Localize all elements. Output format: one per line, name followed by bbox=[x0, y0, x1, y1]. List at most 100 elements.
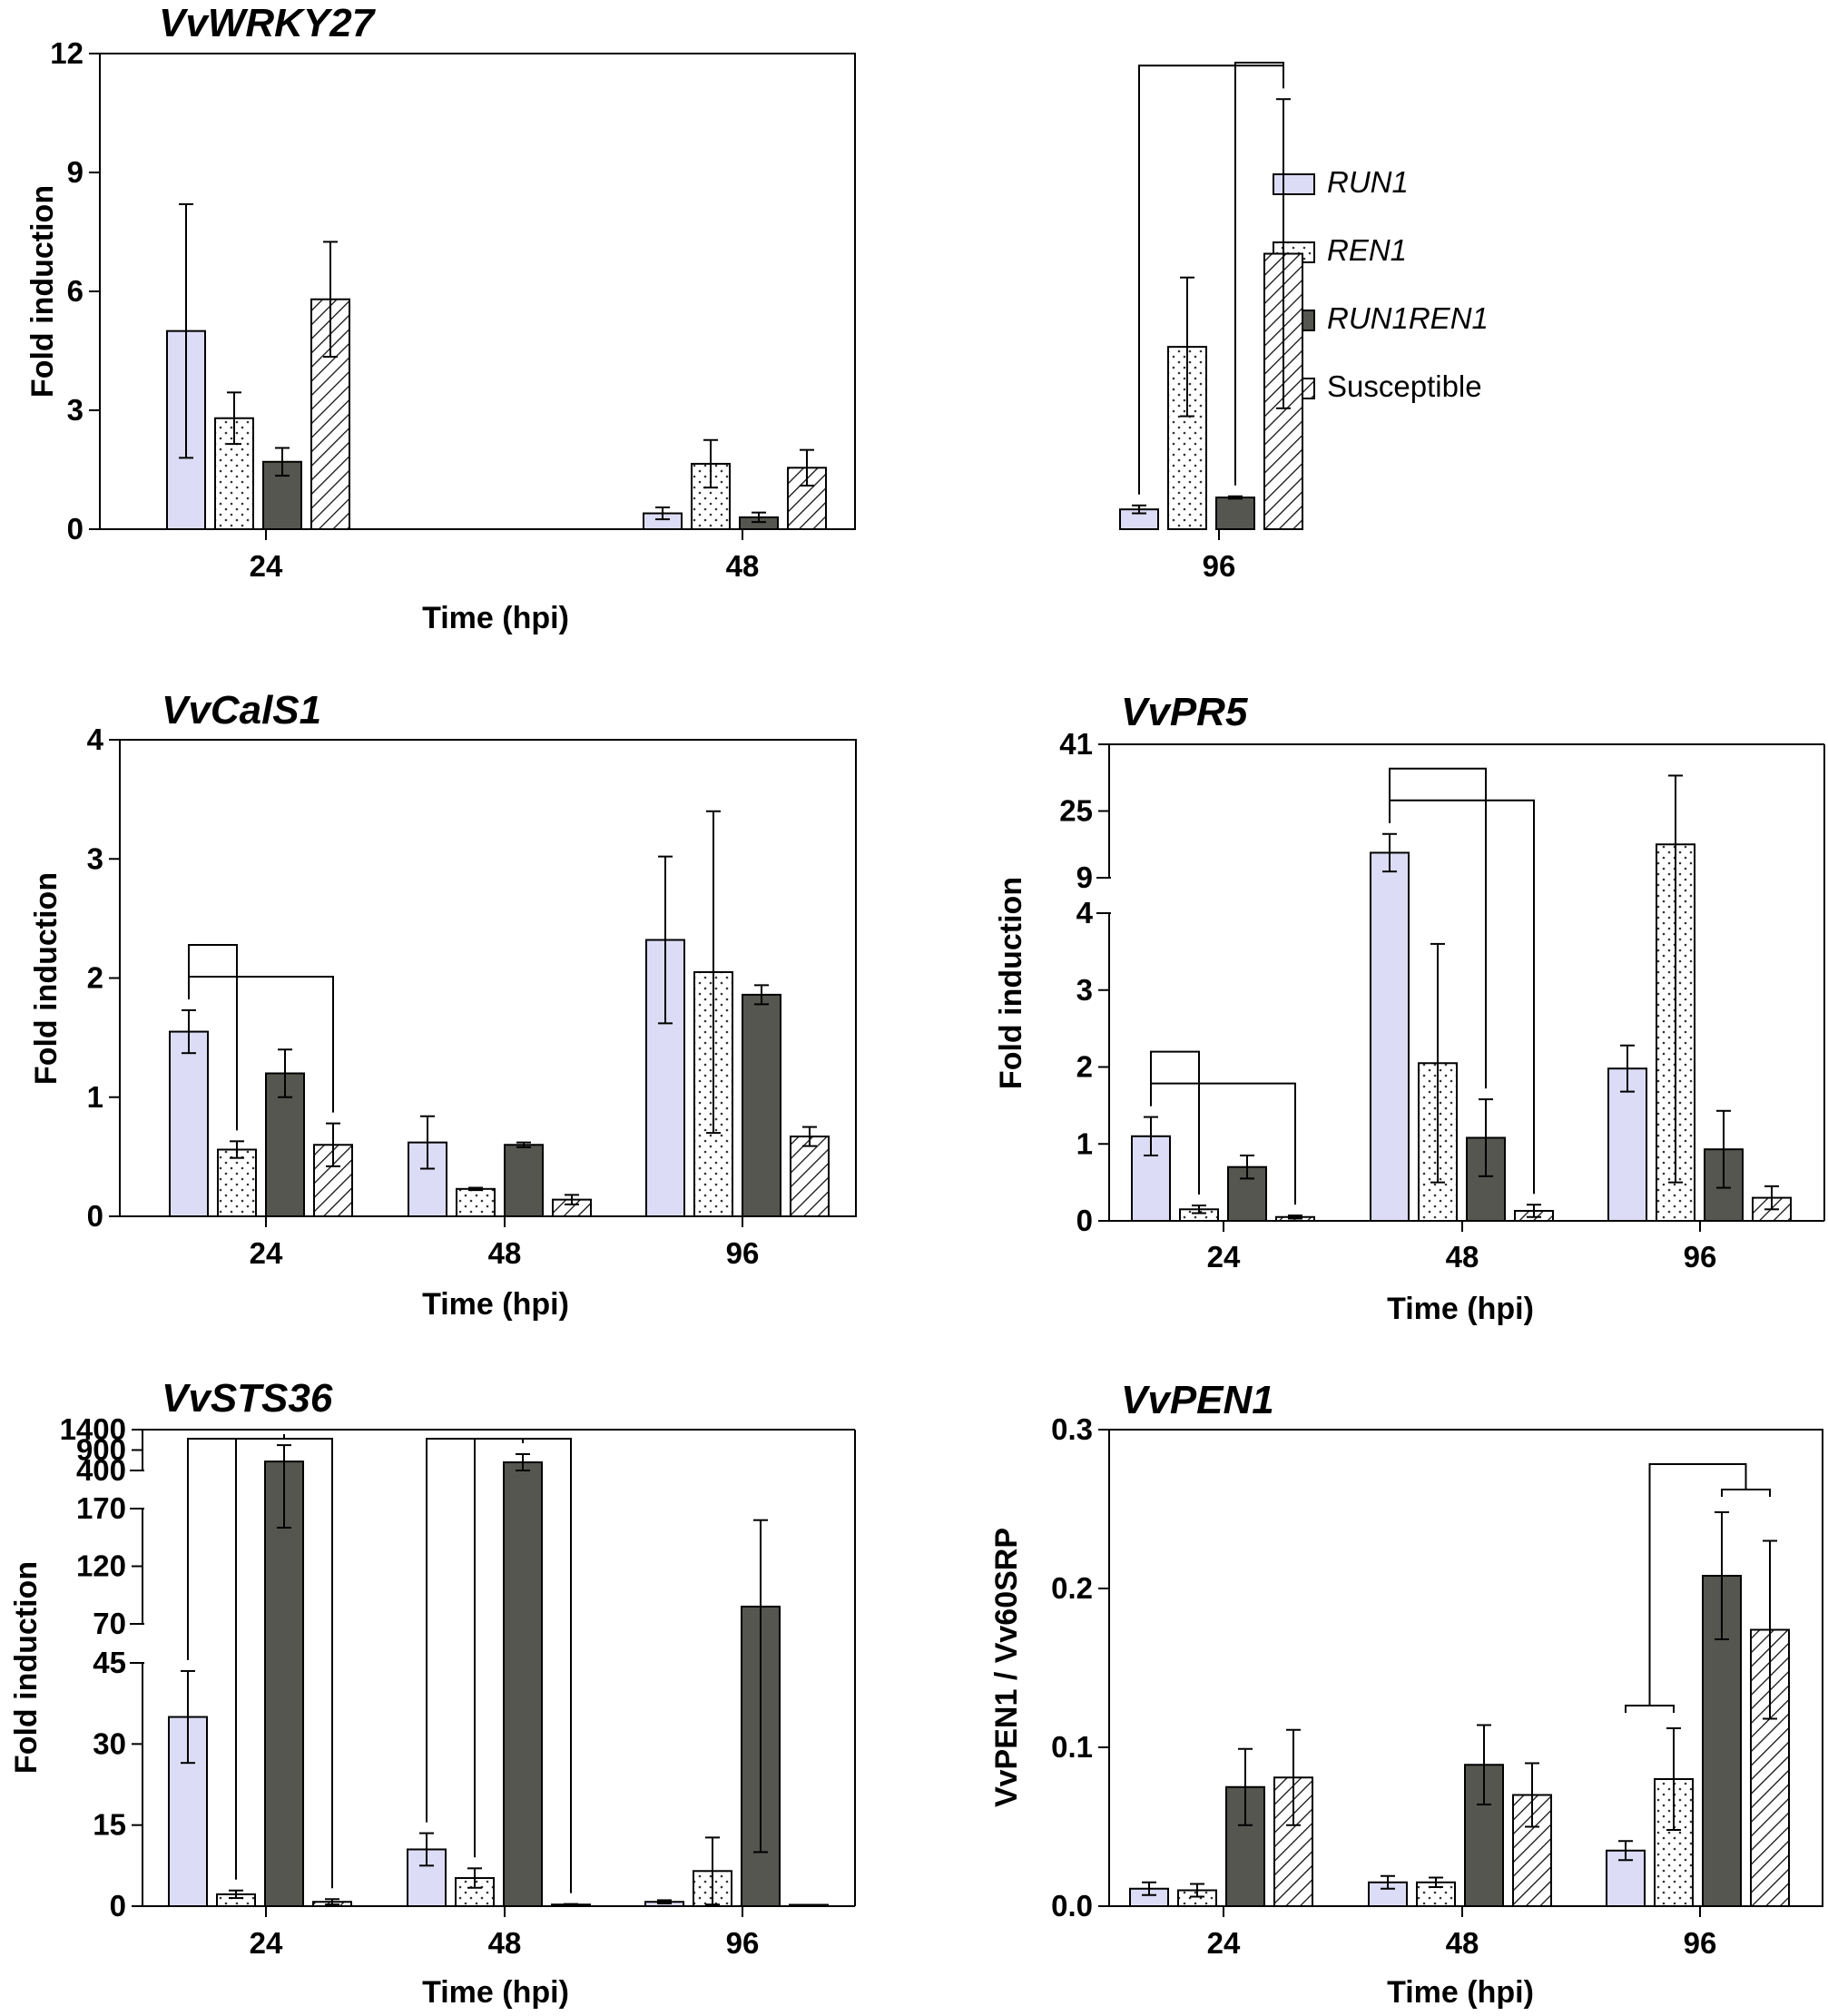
vvpen1-xtick-label-48: 48 bbox=[1446, 1926, 1479, 1960]
vvsts36-ytick-label: 900 bbox=[76, 1433, 126, 1467]
vvcals1-bar-run1ren1-48 bbox=[504, 1144, 544, 1217]
legend-label-susceptible: Susceptible bbox=[1327, 369, 1482, 403]
vvwrky27-xtick-label-24: 24 bbox=[250, 549, 283, 583]
vvwrky27-ytick-label: 6 bbox=[67, 274, 84, 308]
vvpr5-ytick-label: 1 bbox=[1076, 1126, 1093, 1160]
legend-label-run1: RUN1 bbox=[1327, 165, 1409, 199]
vvwrky27-ytick-label: 9 bbox=[67, 155, 84, 189]
vvwrky27-ytick-label: 3 bbox=[67, 393, 84, 427]
vvwrky27-plot-frame bbox=[99, 53, 856, 530]
vvcals1-ytick-label: 4 bbox=[87, 723, 104, 756]
vvcals1-bar-ren1-48 bbox=[456, 1187, 496, 1217]
vvwrky27-y-axis-label: Fold induction bbox=[25, 185, 60, 398]
vvsts36-x-axis-label: Time (hpi) bbox=[422, 1975, 569, 2010]
vvpen1-ytick-label: 0.0 bbox=[1051, 1889, 1093, 1923]
vvcals1-sig-bracket bbox=[188, 975, 334, 1113]
vvpr5-y-axis-label: Fold induction bbox=[994, 877, 1028, 1089]
vvpen1-ytick-label: 0.2 bbox=[1051, 1571, 1093, 1605]
vvcals1-ytick-label: 3 bbox=[87, 841, 103, 875]
vvpr5-xtick-label-96: 96 bbox=[1684, 1240, 1717, 1274]
vvcals1-xtick-label-24: 24 bbox=[250, 1236, 283, 1270]
legend-item-susceptible: Susceptible bbox=[1273, 369, 1482, 403]
vvwrky27-ytick-label: 12 bbox=[50, 36, 84, 70]
vvsts36-title: VvSTS36 bbox=[162, 1376, 333, 1421]
vvcals1-x-axis-label: Time (hpi) bbox=[422, 1287, 569, 1322]
vvwrky27-sig-bracket bbox=[1234, 62, 1284, 486]
vvcals1-sig-bracket bbox=[188, 943, 238, 1131]
vvpen1-sig-bracket-link bbox=[1648, 1463, 1747, 1706]
vvpr5-sig-bracket bbox=[1389, 799, 1535, 1195]
vvpr5-ytick-label: 25 bbox=[1059, 794, 1093, 828]
vvpen1-x-axis-label: Time (hpi) bbox=[1387, 1975, 1534, 2010]
vvwrky27-ytick-label: 0 bbox=[67, 512, 84, 546]
legend-label-ren1: REN1 bbox=[1327, 233, 1407, 267]
vvwrky27-xtick-label-48: 48 bbox=[726, 549, 760, 583]
vvpr5-ytick-label: 4 bbox=[1076, 896, 1094, 929]
vvpr5-ytick-label: 3 bbox=[1076, 973, 1093, 1007]
vvpr5-sig-bracket bbox=[1389, 767, 1487, 1089]
vvsts36-ytick-label: 15 bbox=[93, 1808, 126, 1842]
vvpr5-ytick-label: 0 bbox=[1076, 1204, 1093, 1237]
vvpen1-title: VvPEN1 bbox=[1121, 1378, 1274, 1422]
vvsts36-sig-bracket bbox=[283, 1434, 333, 1889]
vvwrky27-sig-bracket bbox=[1138, 64, 1284, 495]
vvpen1-xtick-label-96: 96 bbox=[1684, 1926, 1717, 1960]
legend: RUN1 REN1 RUN1REN1 Susceptible bbox=[1273, 165, 1489, 403]
vvsts36-y-axis-label: Fold induction bbox=[9, 1561, 44, 1774]
vvcals1-bar-run1ren1-96 bbox=[742, 993, 781, 1217]
legend-item-run1: RUN1 bbox=[1273, 165, 1409, 199]
vvwrky27-bar-ren1-96 bbox=[1167, 346, 1207, 530]
vvsts36-ytick-label: 170 bbox=[76, 1491, 126, 1525]
vvpen1-sig-bracket-right bbox=[1721, 1489, 1771, 1497]
chart-vvpen1: 0.0 0.1 0.2 0.3 24 48 96 VvPEN1 Time (hpi) VvPEN1… bbox=[989, 1378, 1823, 2010]
vvcals1-ytick-label: 1 bbox=[87, 1080, 103, 1114]
vvcals1-xtick-label-96: 96 bbox=[726, 1236, 760, 1270]
legend-swatch-run1 bbox=[1273, 173, 1315, 195]
vvpr5-xtick-label-24: 24 bbox=[1207, 1240, 1241, 1274]
vvcals1-xtick-label-48: 48 bbox=[488, 1236, 522, 1270]
vvpr5-ytick-label: 2 bbox=[1076, 1050, 1093, 1084]
vvpr5-xtick-label-48: 48 bbox=[1446, 1240, 1479, 1274]
vvsts36-ytick-label: 70 bbox=[93, 1607, 126, 1640]
vvwrky27-title: VvWRKY27 bbox=[159, 1, 377, 45]
chart-vvpr5: 0 1 2 3 49 25 41 24 48 96 VvPR5 Time (hpi) Fold indu… bbox=[994, 690, 1825, 1326]
vvpr5-bar-run1-48 bbox=[1370, 851, 1410, 1222]
vvsts36-sig-bracket bbox=[522, 1438, 572, 1893]
vvsts36-ytick-label: 1400 bbox=[60, 1412, 126, 1446]
vvwrky27-xtick-label-96: 96 bbox=[1203, 549, 1236, 583]
chart-vvwrky27: 0 3 6 9 12 24 48 96 VvWRKY27 Time (hpi) Fold induc… bbox=[25, 1, 1303, 635]
vvpr5-sig-bracket bbox=[1150, 1082, 1296, 1205]
vvpr5-ytick-label: 41 bbox=[1059, 727, 1093, 761]
legend-item-run1ren1: RUN1REN1 bbox=[1273, 301, 1489, 335]
vvpen1-ytick-label: 0.1 bbox=[1051, 1730, 1093, 1764]
vvsts36-ytick-label: 400 bbox=[76, 1453, 126, 1487]
vvsts36-ytick-label: 45 bbox=[93, 1646, 126, 1679]
vvcals1-ytick-label: 2 bbox=[87, 961, 103, 995]
vvpen1-y-axis-label: VvPEN1 / Vv60SRP bbox=[989, 1528, 1024, 1807]
vvsts36-xtick-label-48: 48 bbox=[488, 1926, 522, 1960]
vvpr5-title: VvPR5 bbox=[1121, 690, 1248, 734]
vvsts36-ytick-label: 30 bbox=[93, 1726, 126, 1760]
vvcals1-y-axis-label: Fold induction bbox=[29, 872, 64, 1085]
vvcals1-bar-run1-24 bbox=[169, 1030, 209, 1217]
legend-label-run1ren1: RUN1REN1 bbox=[1327, 301, 1489, 335]
vvcals1-title: VvCalS1 bbox=[162, 688, 321, 733]
vvcals1-ytick-label: 0 bbox=[87, 1199, 103, 1233]
vvwrky27-x-axis-label: Time (hpi) bbox=[422, 601, 569, 635]
vvpr5-x-axis-label: Time (hpi) bbox=[1387, 1292, 1534, 1326]
vvcals1-bar-ren1-24 bbox=[217, 1148, 257, 1217]
vvsts36-bar-run1ren1-48 bbox=[503, 1461, 543, 1907]
chart-vvcals1: 0 1 2 3 4 24 48 96 VvCalS1 Time (hpi) Fold inducti… bbox=[29, 688, 857, 1322]
vvpen1-xtick-label-24: 24 bbox=[1207, 1926, 1241, 1960]
vvcals1-bar-susceptible-96 bbox=[790, 1136, 830, 1217]
vvpen1-ytick-label: 0.3 bbox=[1051, 1412, 1093, 1446]
vvsts36-xtick-label-96: 96 bbox=[726, 1926, 760, 1960]
vvsts36-ytick-label: 0 bbox=[110, 1889, 126, 1923]
vvpr5-sig-bracket bbox=[1150, 1050, 1200, 1195]
vvsts36-ytick-label: 120 bbox=[76, 1549, 126, 1583]
vvsts36-xtick-label-24: 24 bbox=[250, 1926, 283, 1960]
vvwrky27-bar-run1ren1-96 bbox=[1215, 497, 1255, 530]
vvpr5-ytick-label: 9 bbox=[1076, 860, 1093, 894]
